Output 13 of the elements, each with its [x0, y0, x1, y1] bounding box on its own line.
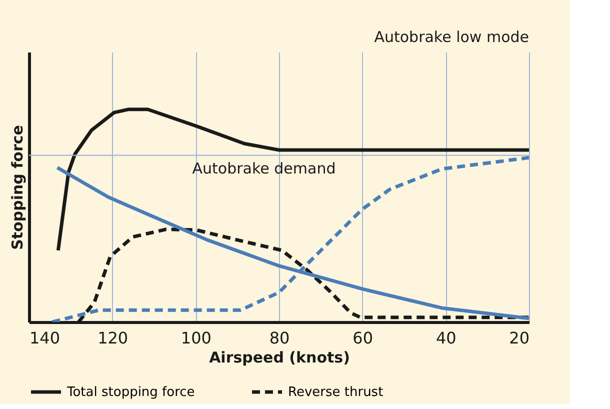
legend-label: Total stopping force — [66, 385, 195, 400]
x-tick-label: 60 — [352, 328, 374, 348]
x-axis-title: Airspeed (knots) — [209, 348, 350, 366]
legend-label: Reverse thrust — [288, 385, 384, 400]
text: Autobrake low mode — [374, 28, 529, 46]
x-tick-label: 40 — [436, 328, 456, 348]
x-tick-label: 100 — [180, 328, 212, 348]
ref-line-label: Autobrake demand — [192, 159, 336, 178]
x-tick-label: 20 — [509, 328, 530, 348]
x-tick-label: 80 — [269, 328, 290, 348]
x-tick-label: 120 — [98, 328, 128, 348]
y-axis-title: Stopping force — [8, 125, 26, 250]
x-tick-label: 140 — [30, 328, 60, 348]
